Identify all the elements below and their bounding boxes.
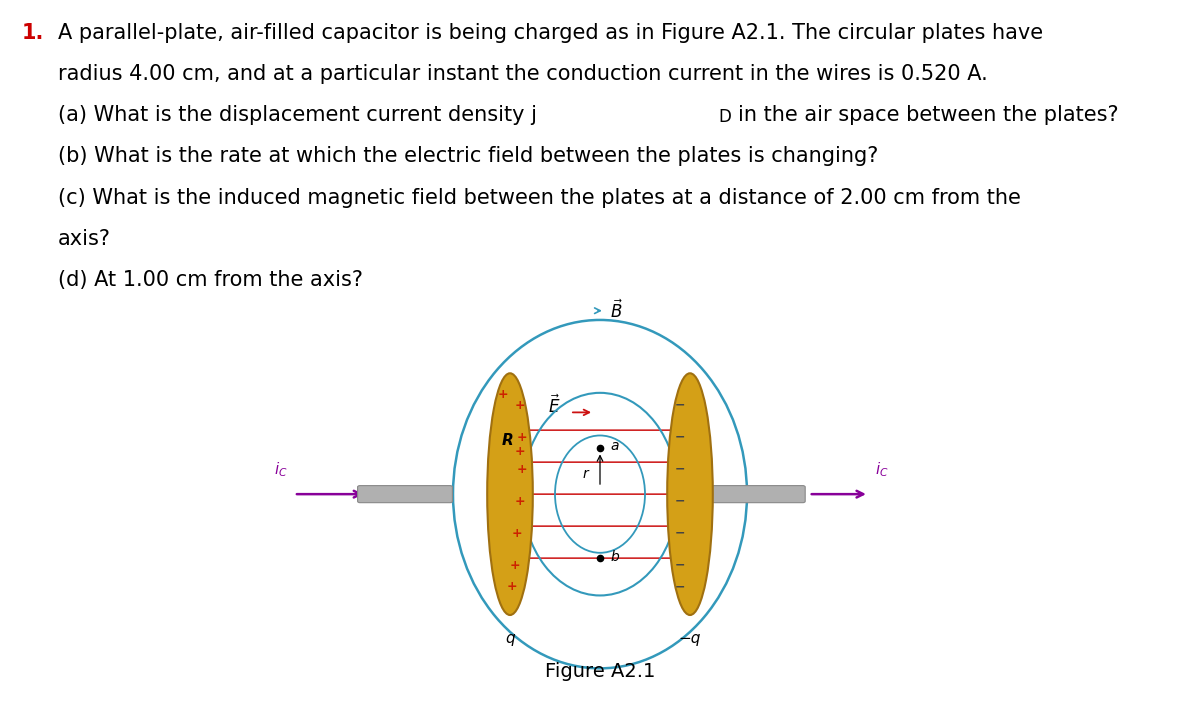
- Text: −: −: [676, 527, 685, 540]
- Text: +: +: [515, 495, 524, 508]
- FancyBboxPatch shape: [358, 486, 452, 503]
- Text: r: r: [583, 467, 588, 481]
- Text: 1.: 1.: [22, 23, 44, 43]
- Text: (a) What is the displacement current density j: (a) What is the displacement current den…: [58, 105, 536, 125]
- Ellipse shape: [667, 373, 713, 615]
- Text: A parallel-plate, air-filled capacitor is being charged as in Figure A2.1. The c: A parallel-plate, air-filled capacitor i…: [58, 23, 1043, 43]
- Text: (c) What is the induced magnetic field between the plates at a distance of 2.00 : (c) What is the induced magnetic field b…: [58, 188, 1020, 208]
- Text: −q: −q: [679, 631, 701, 646]
- Text: radius 4.00 cm, and at a particular instant the conduction current in the wires : radius 4.00 cm, and at a particular inst…: [58, 64, 988, 84]
- Text: $\vec{E}$: $\vec{E}$: [548, 394, 560, 417]
- Text: +: +: [510, 559, 520, 572]
- Text: +: +: [512, 527, 522, 540]
- Text: +: +: [515, 399, 524, 412]
- Text: in the air space between the plates?: in the air space between the plates?: [738, 105, 1118, 125]
- Text: $i_C$: $i_C$: [275, 460, 288, 479]
- Text: R: R: [502, 433, 514, 449]
- Text: (d) At 1.00 cm from the axis?: (d) At 1.00 cm from the axis?: [58, 270, 362, 290]
- Text: +: +: [517, 463, 527, 476]
- Text: −: −: [676, 495, 685, 508]
- Text: a: a: [611, 439, 619, 453]
- Text: D: D: [718, 108, 731, 126]
- Text: −: −: [676, 431, 685, 444]
- Text: +: +: [517, 431, 527, 444]
- Text: $i_C$: $i_C$: [875, 460, 888, 479]
- Text: (b) What is the rate at which the electric field between the plates is changing?: (b) What is the rate at which the electr…: [58, 146, 878, 166]
- Text: +: +: [515, 445, 524, 458]
- Text: +: +: [508, 580, 517, 593]
- Text: −: −: [676, 580, 685, 593]
- Text: Figure A2.1: Figure A2.1: [545, 662, 655, 681]
- Text: −: −: [676, 463, 685, 476]
- Text: −: −: [676, 559, 685, 572]
- Text: b: b: [611, 550, 619, 564]
- Text: axis?: axis?: [58, 229, 110, 249]
- Text: −: −: [676, 399, 685, 412]
- Text: $\vec{B}$: $\vec{B}$: [610, 299, 623, 322]
- FancyBboxPatch shape: [710, 486, 805, 503]
- Text: q: q: [505, 631, 515, 646]
- Ellipse shape: [487, 373, 533, 615]
- Text: +: +: [498, 388, 508, 401]
